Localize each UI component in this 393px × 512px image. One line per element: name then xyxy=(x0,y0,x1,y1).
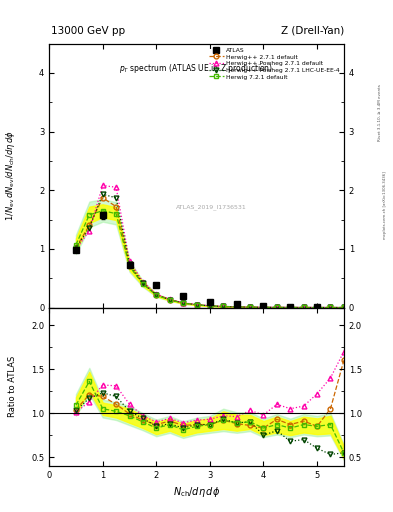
Legend: ATLAS, Herwig++ 2.7.1 default, Herwig++ Powheg 2.7.1 default, Herwig++ Powheg 2.: ATLAS, Herwig++ 2.7.1 default, Herwig++ … xyxy=(208,47,341,81)
X-axis label: $N_{\rm ch}/d\eta\,d\phi$: $N_{\rm ch}/d\eta\,d\phi$ xyxy=(173,485,220,499)
Y-axis label: $1/N_{\rm ev}\,dN_{\rm ev}/dN_{\rm ch}/d\eta\,d\phi$: $1/N_{\rm ev}\,dN_{\rm ev}/dN_{\rm ch}/d… xyxy=(4,130,17,221)
Text: Rivet 3.1.10, ≥ 3.4M events: Rivet 3.1.10, ≥ 3.4M events xyxy=(378,84,382,141)
Text: ATLAS_2019_I1736531: ATLAS_2019_I1736531 xyxy=(176,204,247,210)
Y-axis label: Ratio to ATLAS: Ratio to ATLAS xyxy=(8,356,17,417)
Text: $p_T$ spectrum (ATLAS UE in Z production): $p_T$ spectrum (ATLAS UE in Z production… xyxy=(119,62,274,75)
Text: 13000 GeV pp: 13000 GeV pp xyxy=(51,26,125,36)
Text: mcplots.cern.ch [arXiv:1306.3436]: mcplots.cern.ch [arXiv:1306.3436] xyxy=(383,171,387,239)
Text: Z (Drell-Yan): Z (Drell-Yan) xyxy=(281,26,344,36)
